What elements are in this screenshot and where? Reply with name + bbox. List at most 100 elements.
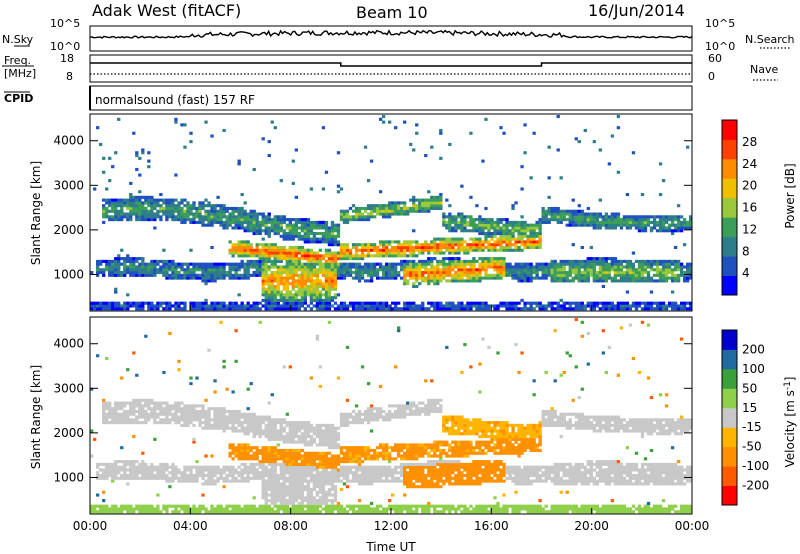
- heatmap-cell: [222, 479, 226, 483]
- heatmap-cell: [487, 243, 491, 247]
- heatmap-cell: [294, 226, 298, 230]
- heatmap-cell: [619, 307, 624, 311]
- heatmap-cell: [412, 273, 416, 277]
- heatmap-cell: [532, 234, 536, 238]
- heatmap-cell: [168, 273, 172, 277]
- heatmap-cell: [183, 412, 187, 416]
- heatmap-cell: [484, 273, 488, 277]
- heatmap-cell: [348, 254, 353, 258]
- heatmap-cell: [267, 437, 271, 441]
- heatmap-cell: [372, 254, 377, 258]
- heatmap-cell: [487, 273, 491, 277]
- heatmap-cell: [670, 276, 675, 280]
- heatmap-cell: [252, 301, 256, 305]
- heatmap-cell: [273, 471, 277, 475]
- heatmap-cell: [336, 304, 341, 308]
- heatmap-cell: [219, 212, 223, 216]
- heatmap-cell: [225, 409, 229, 414]
- heatmap-cell: [565, 209, 569, 213]
- heatmap-cell: [303, 226, 308, 230]
- heatmap-cell: [360, 307, 365, 311]
- heatmap-cell: [562, 259, 566, 263]
- heatmap-cell: [661, 304, 666, 308]
- heatmap-cell: [673, 245, 678, 250]
- heatmap-cell: [270, 460, 274, 464]
- heatmap-cell: [445, 301, 449, 305]
- heatmap-cell: [117, 412, 121, 416]
- heatmap-cell: [267, 220, 271, 224]
- heatmap-cell: [421, 198, 425, 202]
- heatmap-cell: [610, 265, 615, 269]
- heatmap-cell: [201, 471, 205, 475]
- heatmap-cell: [198, 220, 202, 224]
- heatmap-cell: [294, 234, 298, 238]
- heatmap-cell: [394, 273, 398, 277]
- program-label: normalsound (fast) 157 RF: [95, 93, 255, 107]
- heatmap-cell: [478, 240, 482, 244]
- heatmap-cell: [637, 276, 642, 280]
- heatmap-cell: [397, 209, 401, 213]
- heatmap-cell: [643, 304, 648, 308]
- heatmap-cell: [276, 476, 280, 480]
- heatmap-cell: [96, 504, 100, 508]
- heatmap-cell: [246, 507, 250, 511]
- heatmap-cell: [102, 490, 106, 494]
- heatmap-cell: [282, 234, 286, 238]
- heatmap-cell: [541, 304, 545, 308]
- heatmap-cell: [198, 276, 202, 280]
- heatmap-cell: [406, 304, 410, 308]
- heatmap-cell: [300, 265, 305, 269]
- heatmap-cell: [559, 212, 563, 216]
- heatmap-cell: [391, 209, 395, 213]
- heatmap-cell: [120, 248, 124, 252]
- heatmap-cell: [198, 465, 202, 469]
- heatmap-cell: [412, 268, 416, 272]
- heatmap-cell: [586, 212, 590, 216]
- heatmap-cell: [120, 412, 124, 416]
- heatmap-cell: [267, 254, 271, 258]
- heatmap-cell: [496, 248, 500, 252]
- heatmap-cell: [279, 293, 283, 297]
- heatmap-cell: [360, 265, 365, 269]
- heatmap-cell: [592, 276, 596, 280]
- heatmap-cell: [96, 301, 100, 305]
- heatmap-cell: [180, 209, 184, 213]
- heatmap-cell: [273, 493, 277, 497]
- heatmap-cell: [598, 220, 602, 224]
- heatmap-cell: [457, 301, 461, 305]
- heatmap-cell: [478, 307, 482, 311]
- heatmap-cell: [264, 271, 268, 275]
- heatmap-cell: [219, 412, 223, 416]
- heatmap-cell: [421, 206, 425, 211]
- heatmap-cell: [234, 243, 238, 247]
- colorbar-tick-label: 16: [742, 201, 757, 215]
- heatmap-cell: [472, 262, 476, 266]
- heatmap-cell: [183, 301, 187, 305]
- heatmap-cell: [315, 282, 320, 286]
- heatmap-cell: [291, 293, 295, 297]
- heatmap-cell: [291, 262, 295, 266]
- heatmap-cell: [201, 204, 205, 208]
- heatmap-cell: [207, 510, 211, 514]
- heatmap-cell: [397, 248, 401, 252]
- heatmap-cell: [291, 279, 295, 283]
- heatmap-cell: [246, 218, 250, 222]
- heatmap-cell: [490, 259, 494, 263]
- heatmap-cell: [207, 423, 211, 427]
- heatmap-cell: [177, 479, 181, 483]
- heatmap-cell: [366, 204, 371, 208]
- heatmap-cell: [264, 457, 268, 461]
- heatmap-cell: [676, 279, 681, 283]
- heatmap-cell: [466, 251, 470, 255]
- heatmap-cell: [99, 462, 103, 466]
- heatmap-cell: [312, 234, 317, 238]
- heatmap-cell: [183, 271, 187, 275]
- heatmap-cell: [138, 507, 142, 511]
- heatmap-cell: [309, 287, 314, 291]
- heatmap-cell: [321, 237, 326, 241]
- heatmap-cell: [538, 276, 542, 280]
- heatmap-cell: [126, 293, 130, 297]
- heatmap-cell: [216, 195, 220, 199]
- heatmap-cell: [439, 206, 443, 211]
- heatmap-cell: [670, 220, 675, 224]
